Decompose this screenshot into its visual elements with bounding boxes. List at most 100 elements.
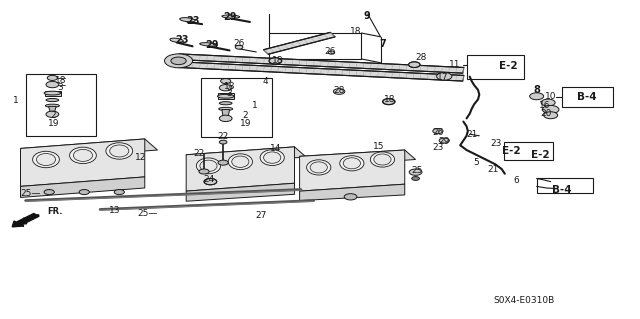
Circle shape <box>218 160 228 165</box>
Polygon shape <box>218 93 234 99</box>
Text: 18: 18 <box>55 76 67 85</box>
Ellipse shape <box>200 43 218 46</box>
Circle shape <box>344 194 357 200</box>
Circle shape <box>269 58 282 64</box>
Text: 18: 18 <box>385 95 396 104</box>
Text: 13: 13 <box>109 206 120 215</box>
Circle shape <box>220 140 227 144</box>
Text: 22: 22 <box>218 132 228 141</box>
Circle shape <box>542 105 559 114</box>
Polygon shape <box>300 184 404 201</box>
Text: 17: 17 <box>437 73 449 82</box>
Polygon shape <box>45 91 61 96</box>
Text: 26: 26 <box>234 39 244 48</box>
Text: B-4: B-4 <box>577 92 596 102</box>
Ellipse shape <box>180 18 195 22</box>
Text: 19: 19 <box>240 119 251 128</box>
Ellipse shape <box>109 145 129 157</box>
Text: 1: 1 <box>252 101 258 110</box>
Circle shape <box>383 99 394 105</box>
Circle shape <box>433 129 443 134</box>
Circle shape <box>220 115 232 122</box>
Text: 3: 3 <box>227 89 232 98</box>
Ellipse shape <box>70 147 97 164</box>
Bar <box>26 74 96 136</box>
Polygon shape <box>300 150 404 191</box>
Circle shape <box>541 99 555 106</box>
Ellipse shape <box>260 150 284 166</box>
Text: 9: 9 <box>363 11 370 21</box>
Ellipse shape <box>340 156 364 171</box>
Text: 28: 28 <box>415 53 426 62</box>
Text: 21: 21 <box>466 130 477 139</box>
Text: 25: 25 <box>411 166 422 175</box>
Polygon shape <box>222 109 230 117</box>
Bar <box>562 87 613 107</box>
Text: 21: 21 <box>488 165 499 174</box>
Ellipse shape <box>343 158 360 169</box>
Text: 2: 2 <box>51 111 56 120</box>
Bar <box>537 178 593 193</box>
Text: 18: 18 <box>272 56 284 65</box>
Circle shape <box>171 57 186 65</box>
Text: E-2: E-2 <box>499 61 517 71</box>
Text: 24: 24 <box>204 175 215 184</box>
Ellipse shape <box>371 152 394 167</box>
Circle shape <box>164 54 193 68</box>
Polygon shape <box>20 139 145 186</box>
Circle shape <box>46 81 59 88</box>
FancyArrow shape <box>12 213 39 227</box>
Circle shape <box>44 189 54 195</box>
Text: 26: 26 <box>433 128 444 137</box>
Text: 12: 12 <box>134 153 146 162</box>
Ellipse shape <box>232 156 249 167</box>
Text: 29: 29 <box>205 40 218 50</box>
Circle shape <box>79 189 90 195</box>
Text: 14: 14 <box>269 144 281 153</box>
Ellipse shape <box>236 45 243 49</box>
Text: 26: 26 <box>324 48 336 56</box>
Text: 19: 19 <box>48 119 60 128</box>
Ellipse shape <box>36 153 56 166</box>
Circle shape <box>530 93 543 100</box>
Circle shape <box>409 169 422 175</box>
Text: 27: 27 <box>256 211 267 220</box>
Circle shape <box>46 111 59 117</box>
Ellipse shape <box>33 151 60 168</box>
Text: 25—: 25— <box>20 189 40 198</box>
Circle shape <box>204 178 217 185</box>
Polygon shape <box>178 54 464 73</box>
Circle shape <box>439 138 449 143</box>
Text: 15: 15 <box>373 142 385 151</box>
Text: 23: 23 <box>432 143 444 152</box>
Circle shape <box>199 169 209 174</box>
Ellipse shape <box>222 15 240 18</box>
Circle shape <box>412 177 419 180</box>
Text: 3: 3 <box>58 83 63 92</box>
Polygon shape <box>20 177 145 197</box>
Bar <box>201 78 272 137</box>
Ellipse shape <box>45 104 60 107</box>
Text: 8: 8 <box>533 85 540 95</box>
Text: 29: 29 <box>438 137 449 146</box>
Bar <box>467 55 524 79</box>
Ellipse shape <box>374 154 391 165</box>
Ellipse shape <box>46 99 59 102</box>
Text: 16: 16 <box>539 100 550 110</box>
Ellipse shape <box>74 149 93 161</box>
Text: 1: 1 <box>13 97 19 106</box>
Polygon shape <box>186 183 294 201</box>
Ellipse shape <box>220 102 232 105</box>
Text: 25—: 25— <box>138 209 158 219</box>
Text: B-4: B-4 <box>552 185 572 195</box>
Text: 7: 7 <box>379 39 386 49</box>
Polygon shape <box>49 106 56 113</box>
Text: 23: 23 <box>186 16 199 26</box>
Ellipse shape <box>310 162 327 173</box>
Ellipse shape <box>228 154 252 170</box>
Text: 6: 6 <box>513 175 519 185</box>
Text: 29: 29 <box>223 12 236 22</box>
Text: E-2: E-2 <box>531 150 549 160</box>
Ellipse shape <box>106 143 132 159</box>
Ellipse shape <box>200 160 217 172</box>
